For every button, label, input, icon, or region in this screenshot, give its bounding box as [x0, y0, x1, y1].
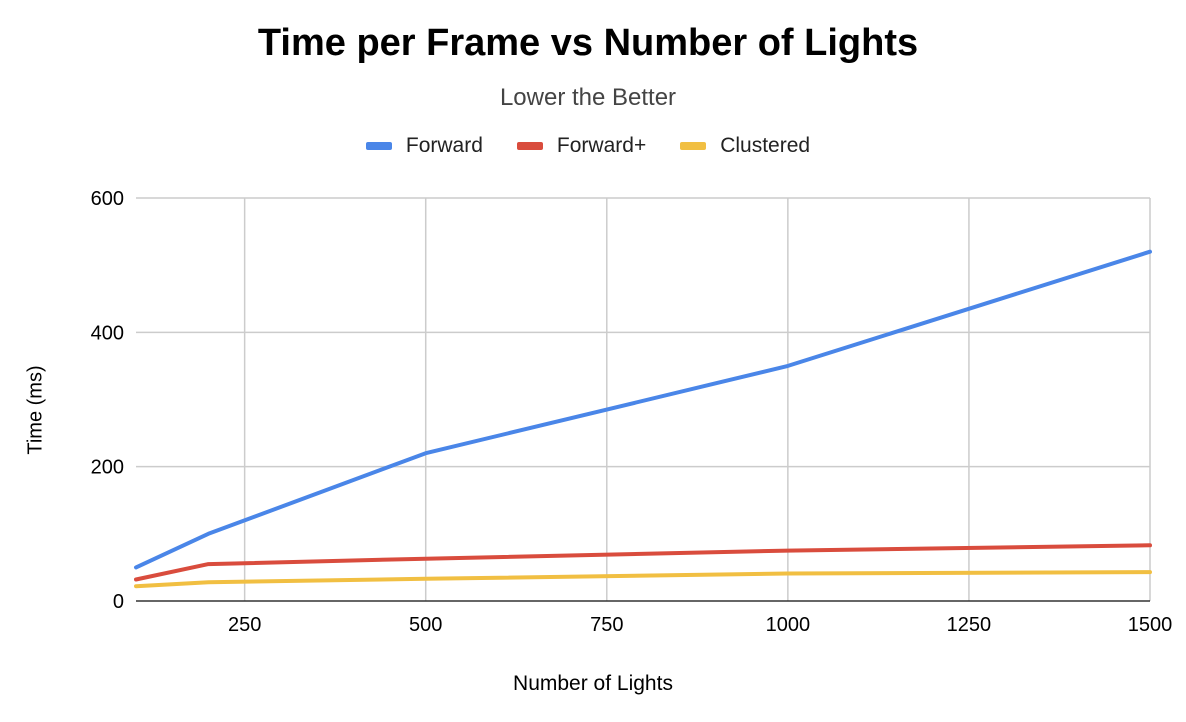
legend-swatch-forward-plus [516, 142, 543, 150]
legend-item-clustered[interactable]: Clustered [680, 134, 810, 158]
series-line-forward [134, 249, 1152, 570]
chart-subtitle: Lower the Better [499, 84, 677, 111]
legend-label-forward: Forward [405, 134, 483, 157]
series-line-forward-plus [134, 543, 1152, 582]
legend: Forward Forward+ Clustered [0, 134, 1176, 158]
legend-item-forward-plus[interactable]: Forward+ [516, 134, 647, 158]
y-tick-label-400: 400 [91, 322, 124, 344]
x-tick-label-1000: 1000 [766, 614, 811, 636]
y-tick-label-200: 200 [91, 457, 124, 479]
legend-label-clustered: Clustered [720, 134, 811, 157]
x-tick-label-500: 500 [409, 614, 442, 636]
x-tick-label-750: 750 [590, 614, 623, 636]
x-axis-label: Number of Lights [513, 672, 673, 695]
y-tick-label-600: 600 [91, 188, 124, 210]
x-tick-label-1500: 1500 [1128, 614, 1173, 636]
legend-swatch-clustered [680, 142, 707, 150]
x-tick-label-250: 250 [228, 614, 261, 636]
legend-item-forward[interactable]: Forward [365, 134, 483, 158]
y-tick-label-0: 0 [113, 591, 124, 613]
series-line-clustered [134, 570, 1152, 589]
legend-swatch-forward [365, 142, 392, 150]
chart-title: Time per Frame vs Number of Lights [257, 22, 919, 64]
legend-label-forward-plus: Forward+ [556, 134, 647, 157]
x-tick-label-1250: 1250 [947, 614, 992, 636]
